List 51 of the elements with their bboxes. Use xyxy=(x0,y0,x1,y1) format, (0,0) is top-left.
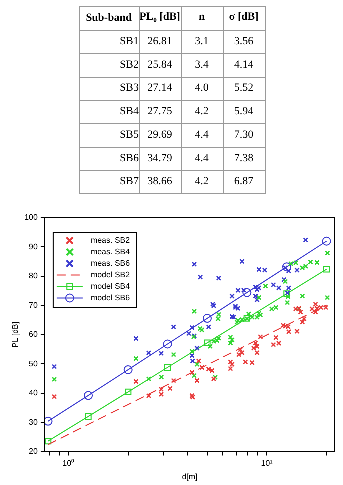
data-label: 4.2 xyxy=(195,176,209,188)
legend-label: meas. SB2 xyxy=(90,236,131,245)
data-label: 5.94 xyxy=(234,106,254,118)
y-tick-label: 80 xyxy=(29,272,38,281)
data-label: 3.56 xyxy=(234,36,254,48)
y-tick-label: 100 xyxy=(24,213,38,222)
legend-label: meas. SB4 xyxy=(90,247,131,256)
data-label: 4.14 xyxy=(234,58,254,71)
y-tick-label: SB2 xyxy=(120,58,140,71)
legend-label: model SB6 xyxy=(90,293,131,302)
legend-label: meas. SB6 xyxy=(90,258,131,268)
legend-label: model SB4 xyxy=(90,282,131,291)
data-label: 3.4 xyxy=(195,58,210,71)
y-tick-label: SB4 xyxy=(120,106,140,118)
data-label: 38.66 xyxy=(148,176,173,188)
data-label: 4.0 xyxy=(195,82,210,94)
data-label: 6.87 xyxy=(234,176,254,188)
y-tick-label: 60 xyxy=(29,330,38,340)
y-tick-label: 50 xyxy=(29,359,38,368)
data-label: 7.38 xyxy=(234,152,254,164)
x-axis-title: d[m] xyxy=(182,472,198,482)
data-label: 4.2 xyxy=(195,106,209,118)
data-label: 25.84 xyxy=(148,58,173,71)
data-label: 7.30 xyxy=(234,128,254,141)
data-label: 3.1 xyxy=(195,36,209,48)
data-label: 29.69 xyxy=(148,128,173,141)
data-label: 27.75 xyxy=(148,106,173,118)
y-tick-label: SB3 xyxy=(120,82,140,94)
x-tick-label: n xyxy=(198,11,206,24)
data-label: 4.4 xyxy=(195,152,210,164)
x-tick-label: 10⁰ xyxy=(62,458,75,468)
x-tick-label: PL₀ [dB] xyxy=(140,11,180,24)
y-tick-label: 20 xyxy=(29,447,38,456)
y-axis-title: Sub-band xyxy=(86,12,132,24)
data-label: 34.79 xyxy=(148,152,173,164)
x-tick-label: 10¹ xyxy=(261,458,274,468)
y-tick-label: 30 xyxy=(29,418,38,427)
x-tick-label: σ [dB] xyxy=(229,11,259,24)
y-tick-label: SB6 xyxy=(120,152,140,164)
data-label: 5.52 xyxy=(234,82,254,94)
y-tick-label: SB7 xyxy=(120,176,140,188)
y-tick-label: 40 xyxy=(29,388,38,398)
y-axis-title: PL [dB] xyxy=(11,322,20,348)
data-label: 26.81 xyxy=(148,36,172,48)
data-label: 4.4 xyxy=(195,128,210,141)
data-label: 27.14 xyxy=(148,82,173,94)
y-tick-label: 70 xyxy=(29,300,38,310)
y-tick-label: 90 xyxy=(29,242,38,252)
y-tick-label: SB1 xyxy=(120,36,140,48)
y-tick-label: SB5 xyxy=(120,128,140,141)
legend-label: model SB2 xyxy=(90,270,131,280)
